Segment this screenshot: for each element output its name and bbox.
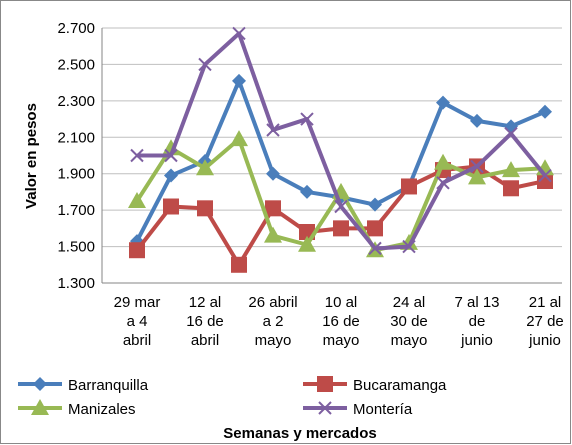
point [197, 200, 213, 217]
point [401, 178, 417, 195]
y-tick-label: 1.900 [57, 166, 95, 183]
y-tick-label: 2.100 [57, 129, 95, 146]
point [164, 168, 178, 183]
point [31, 399, 49, 415]
point [232, 73, 246, 88]
point [265, 200, 281, 217]
point [504, 126, 518, 141]
point [470, 113, 484, 128]
point [128, 192, 146, 209]
x-tick-label: 29 mar a 4 abril [114, 294, 161, 349]
point [470, 159, 484, 174]
x-tick-label: 21 al 27 de junio [526, 294, 564, 349]
point [504, 119, 518, 134]
point [368, 197, 382, 212]
point [230, 130, 248, 147]
point [300, 184, 314, 199]
y-tick-label: 1.700 [57, 202, 95, 219]
point [298, 235, 316, 252]
point [434, 153, 452, 170]
legend-label: Barranquilla [68, 377, 149, 394]
point [436, 95, 450, 110]
point [163, 198, 179, 215]
point [333, 220, 349, 237]
point [538, 104, 552, 119]
point [266, 166, 280, 181]
point [537, 173, 553, 189]
point [503, 180, 519, 197]
point [266, 123, 280, 137]
legend-label: Bucaramanga [353, 377, 447, 394]
x-tick-label: 12 al 16 de abril [186, 294, 224, 349]
point [368, 241, 382, 256]
point [300, 112, 314, 126]
point [232, 26, 246, 41]
point [129, 242, 145, 259]
point [130, 148, 144, 163]
legend-label: Manizales [68, 401, 136, 418]
point [502, 161, 520, 178]
point [164, 148, 178, 163]
y-tick-label: 2.500 [57, 56, 95, 73]
point [402, 239, 416, 254]
point [318, 401, 332, 415]
y-tick-label: 2.300 [57, 93, 95, 110]
point [33, 377, 47, 391]
legend-label: Montería [353, 401, 413, 418]
y-tick-label: 1.300 [57, 275, 95, 292]
y-tick-label: 2.700 [57, 20, 95, 37]
point [231, 256, 247, 273]
x-tick-label: 24 al 30 de mayo [390, 294, 428, 349]
point [196, 159, 214, 176]
y-tick-label: 1.500 [57, 239, 95, 256]
y-axis-title: Valor en pesos [23, 103, 40, 209]
x-tick-label: 10 al 16 de mayo [322, 294, 360, 349]
point [264, 226, 282, 243]
point [436, 176, 450, 190]
x-tick-label: 26 abril a 2 mayo [248, 294, 297, 349]
x-axis-title: Semanas y mercados [223, 425, 376, 442]
series [128, 130, 554, 258]
point [538, 168, 552, 183]
x-tick-label: 7 al 13 de junio [454, 294, 499, 349]
point [367, 220, 383, 237]
point [334, 199, 348, 214]
point [198, 57, 212, 72]
point [317, 376, 333, 392]
point [468, 168, 486, 185]
series [130, 26, 552, 256]
